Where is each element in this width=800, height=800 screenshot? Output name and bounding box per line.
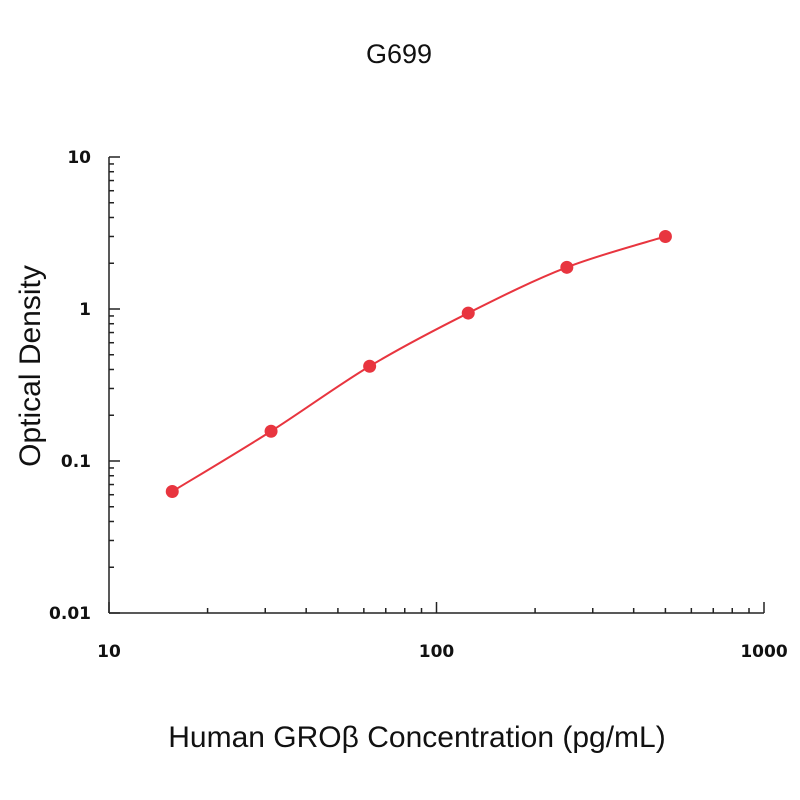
x-axis-label: Human GROβ Concentration (pg/mL) <box>168 721 665 754</box>
x-tick-label: 100 <box>419 642 455 662</box>
fit-curve <box>171 235 666 493</box>
data-point <box>461 306 475 320</box>
y-ticks: 0.01 0.1 1 10 <box>49 148 120 624</box>
y-tick-label: 10 <box>67 148 91 168</box>
y-tick-label: 1 <box>79 300 91 320</box>
data-point <box>165 485 179 499</box>
axes <box>108 157 764 614</box>
data-points <box>165 229 672 499</box>
y-tick-label: 0.01 <box>49 604 91 624</box>
x-ticks: 10 100 1000 <box>97 602 788 662</box>
x-tick-label: 1000 <box>740 642 787 662</box>
chart-title: G699 <box>366 39 432 69</box>
y-axis-label: Optical Density <box>14 265 47 467</box>
data-point <box>560 260 574 274</box>
data-point <box>658 229 672 243</box>
data-point <box>363 359 377 373</box>
y-tick-label: 0.1 <box>61 452 91 472</box>
data-point <box>264 424 278 438</box>
x-tick-label: 10 <box>97 642 121 662</box>
